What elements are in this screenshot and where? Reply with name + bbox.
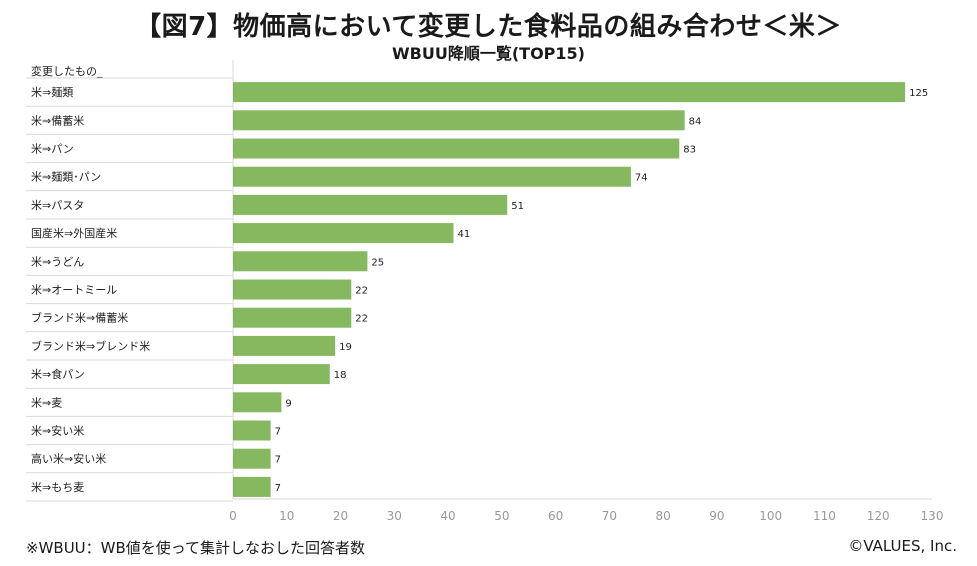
x-tick-label: 90 bbox=[709, 509, 724, 523]
bar bbox=[233, 251, 368, 272]
x-tick-label: 70 bbox=[602, 509, 617, 523]
data-label: 9 bbox=[285, 398, 291, 409]
category-label: 米⇒麺類 bbox=[31, 86, 73, 99]
bar bbox=[233, 364, 330, 385]
category-label: 高い米⇒安い米 bbox=[31, 452, 106, 466]
data-label: 25 bbox=[371, 257, 384, 268]
bar bbox=[233, 392, 282, 413]
bar bbox=[233, 82, 906, 103]
category-label: ブランド米⇒ブレンド米 bbox=[31, 339, 150, 353]
x-axis: 0 10 20 30 40 50 60 70 80 90 100 110 120 130 bbox=[229, 498, 944, 523]
x-tick-label: 0 bbox=[229, 509, 237, 523]
chart-subtitle: WBUU降順一覧(TOP15) bbox=[392, 44, 585, 63]
category-label: 米⇒食パン bbox=[31, 367, 85, 381]
data-label: 74 bbox=[635, 173, 648, 184]
x-tick-label: 20 bbox=[333, 509, 348, 523]
x-tick-label: 80 bbox=[656, 509, 671, 523]
bar bbox=[233, 420, 271, 441]
data-label: 41 bbox=[457, 229, 470, 240]
data-label: 22 bbox=[355, 286, 368, 297]
category-label: 米⇒麦 bbox=[31, 396, 62, 409]
x-tick-label: 10 bbox=[279, 509, 294, 523]
bar bbox=[233, 223, 454, 244]
x-tick-label: 60 bbox=[548, 509, 563, 523]
category-label: 米⇒もち麦 bbox=[31, 481, 84, 494]
category-label: 米⇒麺類･パン bbox=[31, 171, 101, 184]
category-label: 米⇒パン bbox=[31, 143, 74, 156]
chart-title: 【図7】物価高において変更した食料品の組み合わせ＜米＞ bbox=[135, 12, 842, 42]
bar bbox=[233, 335, 336, 356]
copyright: ©VALUES, Inc. bbox=[848, 537, 957, 555]
data-label: 7 bbox=[275, 483, 281, 494]
data-label: 7 bbox=[275, 427, 281, 438]
x-tick-label: 50 bbox=[494, 509, 509, 523]
category-label: 国産米⇒外国産米 bbox=[31, 227, 117, 240]
bars: 米⇒麺類 125 米⇒備蓄米 84 米⇒パン 83 米⇒麺類･パン 74 米⇒パスタ 51 国産米⇒… bbox=[31, 82, 928, 497]
category-label: 米⇒うどん bbox=[31, 255, 84, 268]
x-tick-label: 100 bbox=[759, 509, 782, 523]
x-tick-label: 30 bbox=[387, 509, 402, 523]
bar bbox=[233, 279, 352, 300]
bar bbox=[233, 110, 685, 131]
x-tick-label: 40 bbox=[440, 509, 455, 523]
bar bbox=[233, 166, 631, 187]
x-tick-label: 120 bbox=[867, 509, 890, 523]
footnote: ※WBUU：WB値を使って集計しなおした回答者数 bbox=[26, 539, 366, 557]
bar bbox=[233, 476, 271, 497]
x-tick-label: 130 bbox=[921, 509, 944, 523]
row-dividers bbox=[26, 60, 234, 502]
data-label: 19 bbox=[339, 342, 352, 353]
data-label: 51 bbox=[511, 201, 524, 212]
category-label: 米⇒パスタ bbox=[31, 199, 84, 212]
category-header: 変更したもの_ bbox=[31, 65, 103, 78]
data-label: 22 bbox=[355, 314, 368, 325]
data-label: 7 bbox=[275, 455, 281, 466]
data-label: 125 bbox=[909, 88, 928, 99]
data-label: 84 bbox=[689, 116, 702, 127]
x-tick-label: 110 bbox=[813, 509, 836, 523]
bar bbox=[233, 194, 508, 215]
category-label: 米⇒安い米 bbox=[31, 424, 84, 438]
data-label: 18 bbox=[334, 370, 347, 381]
category-label: ブランド米⇒備蓄米 bbox=[31, 311, 128, 325]
bar bbox=[233, 138, 680, 159]
category-label: 米⇒オートミール bbox=[31, 284, 117, 297]
category-label: 米⇒備蓄米 bbox=[31, 114, 84, 127]
bar bbox=[233, 448, 271, 469]
bar bbox=[233, 307, 352, 328]
data-label: 83 bbox=[683, 145, 696, 156]
